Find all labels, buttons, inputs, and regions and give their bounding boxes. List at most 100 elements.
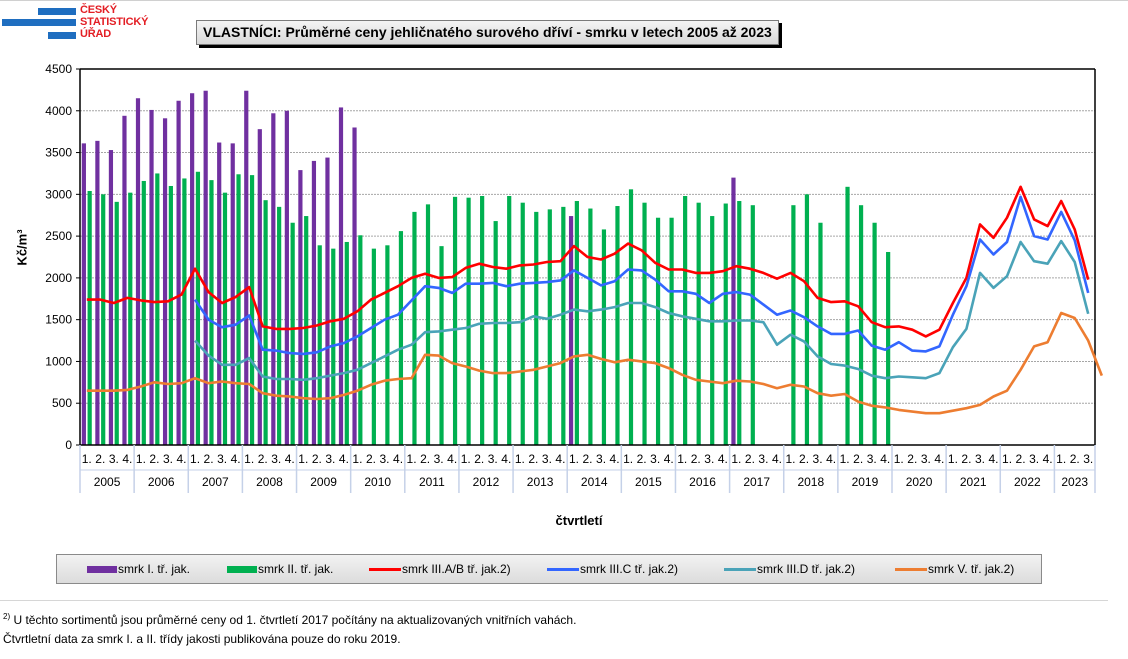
quarter-tick-label: 4. <box>610 452 620 466</box>
y-tick-label: 0 <box>65 438 72 452</box>
quarter-tick-label: 2. <box>312 452 322 466</box>
legend-swatch-purple <box>87 565 117 573</box>
bar-smrk-2 <box>114 201 119 445</box>
line-smrk-3c <box>193 195 1090 356</box>
year-tick-label: 2016 <box>689 475 716 489</box>
quarter-tick-label: 1. <box>894 452 904 466</box>
bar-smrk-2 <box>209 180 214 445</box>
bar-smrk-2 <box>317 245 322 445</box>
quarter-tick-label: 3. <box>921 452 931 466</box>
bar-smrk-2 <box>195 171 201 446</box>
quarter-tick-label: 3. <box>163 452 173 466</box>
quarter-tick-label: 4. <box>176 452 186 466</box>
bar-smrk-2 <box>723 203 728 445</box>
bar-smrk-2 <box>128 192 133 445</box>
bar-smrk-2 <box>249 175 255 446</box>
year-tick-label: 2015 <box>635 475 662 489</box>
bar-smrk-2 <box>141 180 146 445</box>
year-tick-label: 2009 <box>310 475 337 489</box>
bar-smrk-2 <box>385 245 390 445</box>
legend-label: smrk III.A/B tř. jak.2) <box>402 562 511 576</box>
year-tick-label: 2020 <box>906 475 933 489</box>
bar-smrk-2 <box>168 185 173 445</box>
y-tick-label: 2500 <box>45 229 72 243</box>
legend-label: smrk I. tř. jak. <box>118 562 190 576</box>
bar-smrk-2 <box>818 222 823 445</box>
bar-smrk-2 <box>520 202 525 445</box>
footnote-divider <box>0 600 1108 601</box>
bar-smrk-1 <box>731 177 736 445</box>
y-tick-label: 4500 <box>45 62 72 76</box>
quarter-tick-label: 1. <box>298 452 308 466</box>
bar-smrk-2 <box>507 196 512 445</box>
legend-item-smrk-1: smrk I. tř. jak. <box>87 555 190 583</box>
bar-smrk-2 <box>601 229 607 445</box>
bar-smrk-2 <box>615 206 620 445</box>
quarter-tick-label: 3. <box>109 452 119 466</box>
legend-item-smrk-3ab: smrk III.A/B tř. jak.2) <box>369 555 511 583</box>
legend-label: smrk III.C tř. jak.2) <box>580 562 679 576</box>
quarter-tick-label: 1. <box>948 452 958 466</box>
logo-text-line3: ÚŘAD <box>80 28 111 40</box>
bar-smrk-2 <box>439 246 444 445</box>
bar-smrk-2 <box>534 211 539 445</box>
quarter-tick-label: 4. <box>393 452 403 466</box>
bar-smrk-2 <box>344 241 349 445</box>
quarter-tick-label: 2. <box>366 452 376 466</box>
bar-smrk-2 <box>561 206 566 445</box>
chart-legend: smrk I. tř. jak. smrk II. tř. jak. smrk … <box>56 554 1042 584</box>
quarter-tick-label: 4. <box>285 452 295 466</box>
logo-text-line1: ČESKÝ <box>80 4 117 16</box>
legend-swatch-orange-line <box>895 567 927 571</box>
bar-smrk-2 <box>182 178 187 446</box>
logo-stripe <box>38 8 76 15</box>
bar-smrk-1 <box>176 100 181 446</box>
legend-item-smrk-3c: smrk III.C tř. jak.2) <box>547 555 678 583</box>
quarter-tick-label: 2. <box>961 452 971 466</box>
y-tick-label: 3500 <box>45 146 72 160</box>
quarter-tick-label: 1. <box>461 452 471 466</box>
bar-smrk-1 <box>352 127 357 445</box>
x-axis-label: čtvrtletí <box>555 513 603 528</box>
quarter-tick-label: 2. <box>474 452 484 466</box>
bar-smrk-2 <box>290 222 295 445</box>
bar-smrk-2 <box>737 201 742 445</box>
footnote-1: 2) U těchto sortimentů jsou průměrné cen… <box>3 612 576 627</box>
quarter-tick-label: 4. <box>772 452 782 466</box>
quarter-tick-label: 4. <box>934 452 944 466</box>
bar-smrk-1 <box>162 118 168 445</box>
year-tick-label: 2018 <box>797 475 824 489</box>
year-tick-label: 2013 <box>527 475 554 489</box>
quarter-tick-label: 4. <box>231 452 241 466</box>
quarter-tick-label: 2. <box>204 452 214 466</box>
quarter-tick-label: 2. <box>528 452 538 466</box>
quarter-tick-label: 2. <box>420 452 430 466</box>
quarter-tick-label: 2. <box>582 452 592 466</box>
bar-smrk-2 <box>791 205 796 445</box>
quarter-tick-label: 2. <box>799 452 809 466</box>
bar-smrk-2 <box>628 189 634 445</box>
footnote-2: Čtvrtletní data za smrk I. a II. třídy j… <box>3 632 401 646</box>
legend-label: smrk V. tř. jak.2) <box>928 562 1015 576</box>
quarter-tick-label: 4. <box>447 452 457 466</box>
bar-smrk-2 <box>452 196 458 445</box>
year-tick-label: 2022 <box>1014 475 1041 489</box>
quarter-tick-label: 2. <box>691 452 701 466</box>
quarter-tick-label: 1. <box>677 452 687 466</box>
year-tick-label: 2014 <box>581 475 608 489</box>
quarter-tick-label: 4. <box>122 452 132 466</box>
bar-smrk-1 <box>284 110 289 446</box>
quarter-tick-label: 3. <box>325 452 335 466</box>
quarter-tick-label: 2. <box>853 452 863 466</box>
bar-smrk-2 <box>696 202 701 445</box>
bar-smrk-2 <box>683 196 688 445</box>
legend-swatch-teal-line <box>724 567 756 571</box>
bar-smrk-1 <box>203 90 208 446</box>
bar-smrk-2 <box>480 196 485 445</box>
bar-smrk-1 <box>325 157 330 445</box>
quarter-tick-label: 3. <box>488 452 498 466</box>
logo-stripe <box>2 19 76 26</box>
quarter-tick-label: 3. <box>434 452 444 466</box>
quarter-tick-label: 1. <box>731 452 741 466</box>
